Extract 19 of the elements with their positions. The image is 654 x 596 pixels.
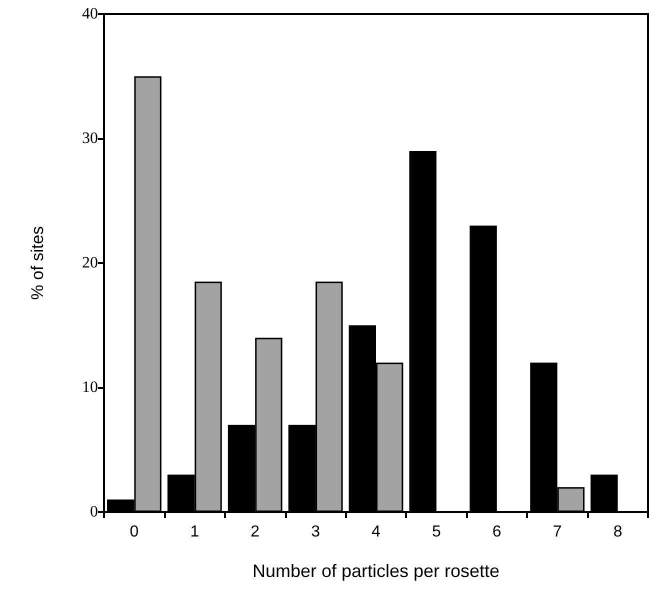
x-tick-label: 5 bbox=[432, 524, 441, 540]
y-axis-title: % of sites bbox=[28, 226, 47, 300]
x-tick-label: 8 bbox=[613, 524, 622, 540]
y-tick-label: 20 bbox=[82, 254, 98, 272]
x-tick-label: 6 bbox=[492, 524, 502, 540]
x-tick-label: 7 bbox=[552, 524, 562, 540]
bar bbox=[590, 474, 618, 512]
bar bbox=[409, 150, 436, 512]
x-axis-title: Number of particles per rosette bbox=[252, 561, 500, 581]
y-tick-label: 10 bbox=[82, 379, 98, 396]
bar bbox=[470, 226, 497, 512]
y-tick-label: 30 bbox=[82, 130, 98, 147]
x-tick-label: 3 bbox=[311, 524, 320, 540]
x-tick-label: 4 bbox=[372, 524, 381, 540]
y-tick-label: 40 bbox=[82, 6, 98, 22]
x-tick-label: 1 bbox=[190, 524, 200, 540]
y-tick-label: 0 bbox=[90, 504, 98, 520]
x-tick-label: 0 bbox=[130, 524, 139, 540]
x-tick-label: 2 bbox=[250, 524, 260, 540]
